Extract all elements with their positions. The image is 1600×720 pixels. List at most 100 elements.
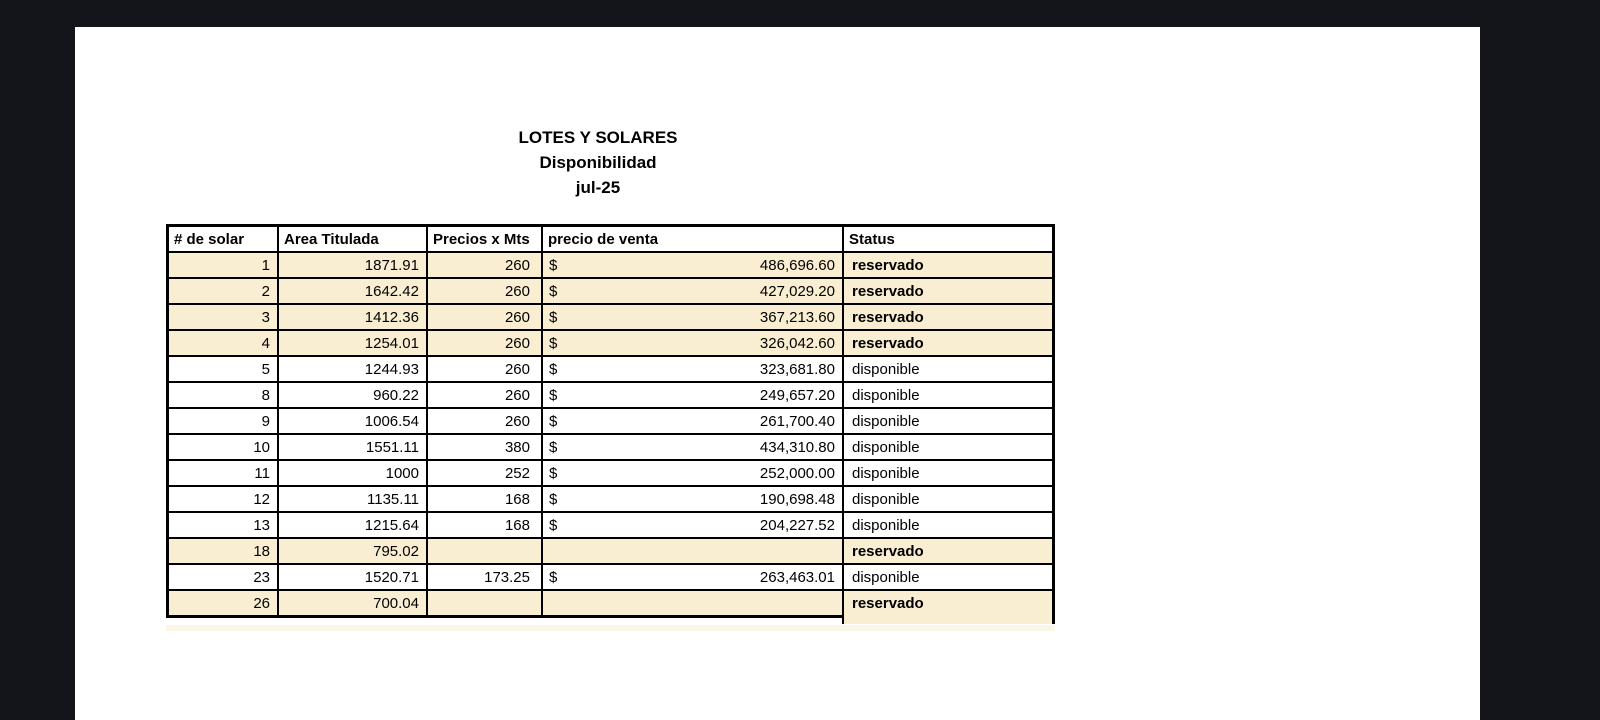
- cell-solar: 18: [169, 539, 277, 563]
- column-header: Precios x Mts: [428, 227, 541, 251]
- cell-status: disponible: [844, 409, 1052, 433]
- currency-symbol: $: [549, 516, 558, 534]
- cell-area: 700.04: [279, 591, 426, 615]
- cell-precio-venta: [543, 539, 842, 563]
- cell-solar: 26: [169, 591, 277, 615]
- cell-precio-mts: 168: [428, 513, 541, 537]
- cell-area: 1412.36: [279, 305, 426, 329]
- venta-amount: 263,463.01: [759, 568, 835, 586]
- cell-status: disponible: [844, 435, 1052, 459]
- cell-solar: 3: [169, 305, 277, 329]
- doc-title-line-2: Disponibilidad: [539, 153, 657, 172]
- venta-amount: 249,657.20: [759, 386, 835, 404]
- cell-precio-mts: 168: [428, 487, 541, 511]
- cell-precio-mts: 260: [428, 383, 541, 407]
- document-page: LOTES Y SOLARES Disponibilidad jul-25 # …: [75, 27, 1480, 720]
- status-column-extension: [842, 615, 1055, 624]
- cell-solar: 13: [169, 513, 277, 537]
- cell-area: 1520.71: [279, 565, 426, 589]
- cell-precio-venta: $486,696.60: [543, 253, 842, 277]
- cell-status: disponible: [844, 487, 1052, 511]
- cell-precio-mts: 252: [428, 461, 541, 485]
- currency-symbol: $: [549, 256, 558, 274]
- cell-area: 1551.11: [279, 435, 426, 459]
- cell-precio-venta: $434,310.80: [543, 435, 842, 459]
- cell-precio-mts: 260: [428, 305, 541, 329]
- cell-status: reservado: [844, 305, 1052, 329]
- cell-solar: 2: [169, 279, 277, 303]
- currency-symbol: $: [549, 490, 558, 508]
- cell-area: 795.02: [279, 539, 426, 563]
- doc-title-line-1: LOTES Y SOLARES: [518, 128, 678, 147]
- cell-precio-mts: 260: [428, 279, 541, 303]
- partial-next-row: [166, 625, 1055, 631]
- currency-symbol: $: [549, 360, 558, 378]
- venta-amount: 323,681.80: [759, 360, 835, 378]
- cell-status: reservado: [844, 253, 1052, 277]
- currency-symbol: $: [549, 438, 558, 456]
- cell-precio-venta: $249,657.20: [543, 383, 842, 407]
- venta-amount: 434,310.80: [759, 438, 835, 456]
- cell-area: 1000: [279, 461, 426, 485]
- cell-precio-venta: $190,698.48: [543, 487, 842, 511]
- currency-symbol: $: [549, 464, 558, 482]
- venta-amount: 204,227.52: [759, 516, 835, 534]
- venta-amount: 486,696.60: [759, 256, 835, 274]
- cell-status: disponible: [844, 383, 1052, 407]
- venta-amount: 326,042.60: [759, 334, 835, 352]
- cell-status: disponible: [844, 565, 1052, 589]
- cell-precio-mts: 173.25: [428, 565, 541, 589]
- column-header: precio de venta: [543, 227, 842, 251]
- venta-amount: 261,700.40: [759, 412, 835, 430]
- cell-status: reservado: [844, 591, 1052, 615]
- cell-precio-venta: $204,227.52: [543, 513, 842, 537]
- cell-area: 1254.01: [279, 331, 426, 355]
- cell-precio-mts: [428, 539, 541, 563]
- cell-area: 1135.11: [279, 487, 426, 511]
- cell-solar: 11: [169, 461, 277, 485]
- venta-amount: 190,698.48: [759, 490, 835, 508]
- document-title-block: LOTES Y SOLARES Disponibilidad jul-25: [448, 125, 748, 200]
- cell-precio-venta: $326,042.60: [543, 331, 842, 355]
- cell-status: disponible: [844, 513, 1052, 537]
- cell-area: 1215.64: [279, 513, 426, 537]
- cell-solar: 4: [169, 331, 277, 355]
- cell-solar: 10: [169, 435, 277, 459]
- cell-area: 1244.93: [279, 357, 426, 381]
- cell-precio-mts: 380: [428, 435, 541, 459]
- cell-solar: 23: [169, 565, 277, 589]
- cell-precio-mts: 260: [428, 331, 541, 355]
- currency-symbol: $: [549, 334, 558, 352]
- cell-precio-mts: 260: [428, 357, 541, 381]
- cell-area: 960.22: [279, 383, 426, 407]
- cell-precio-venta: [543, 591, 842, 615]
- cell-solar: 5: [169, 357, 277, 381]
- cell-solar: 9: [169, 409, 277, 433]
- cell-status: reservado: [844, 539, 1052, 563]
- currency-symbol: $: [549, 282, 558, 300]
- cell-precio-mts: 260: [428, 253, 541, 277]
- cell-precio-mts: 260: [428, 409, 541, 433]
- cell-area: 1006.54: [279, 409, 426, 433]
- cell-precio-venta: $427,029.20: [543, 279, 842, 303]
- doc-title-line-3: jul-25: [575, 178, 621, 197]
- cell-precio-mts: [428, 591, 541, 615]
- cell-precio-venta: $367,213.60: [543, 305, 842, 329]
- cell-status: disponible: [844, 357, 1052, 381]
- cell-status: reservado: [844, 331, 1052, 355]
- currency-symbol: $: [549, 568, 558, 586]
- venta-amount: 252,000.00: [759, 464, 835, 482]
- column-header: Area Titulada: [279, 227, 426, 251]
- currency-symbol: $: [549, 412, 558, 430]
- cell-precio-venta: $261,700.40: [543, 409, 842, 433]
- cell-status: reservado: [844, 279, 1052, 303]
- cell-solar: 1: [169, 253, 277, 277]
- lots-table: # de solar Area Titulada Precios x Mts prec…: [166, 224, 1055, 618]
- cell-solar: 12: [169, 487, 277, 511]
- cell-area: 1871.91: [279, 253, 426, 277]
- cell-solar: 8: [169, 383, 277, 407]
- venta-amount: 427,029.20: [759, 282, 835, 300]
- venta-amount: 367,213.60: [759, 308, 835, 326]
- cell-precio-venta: $263,463.01: [543, 565, 842, 589]
